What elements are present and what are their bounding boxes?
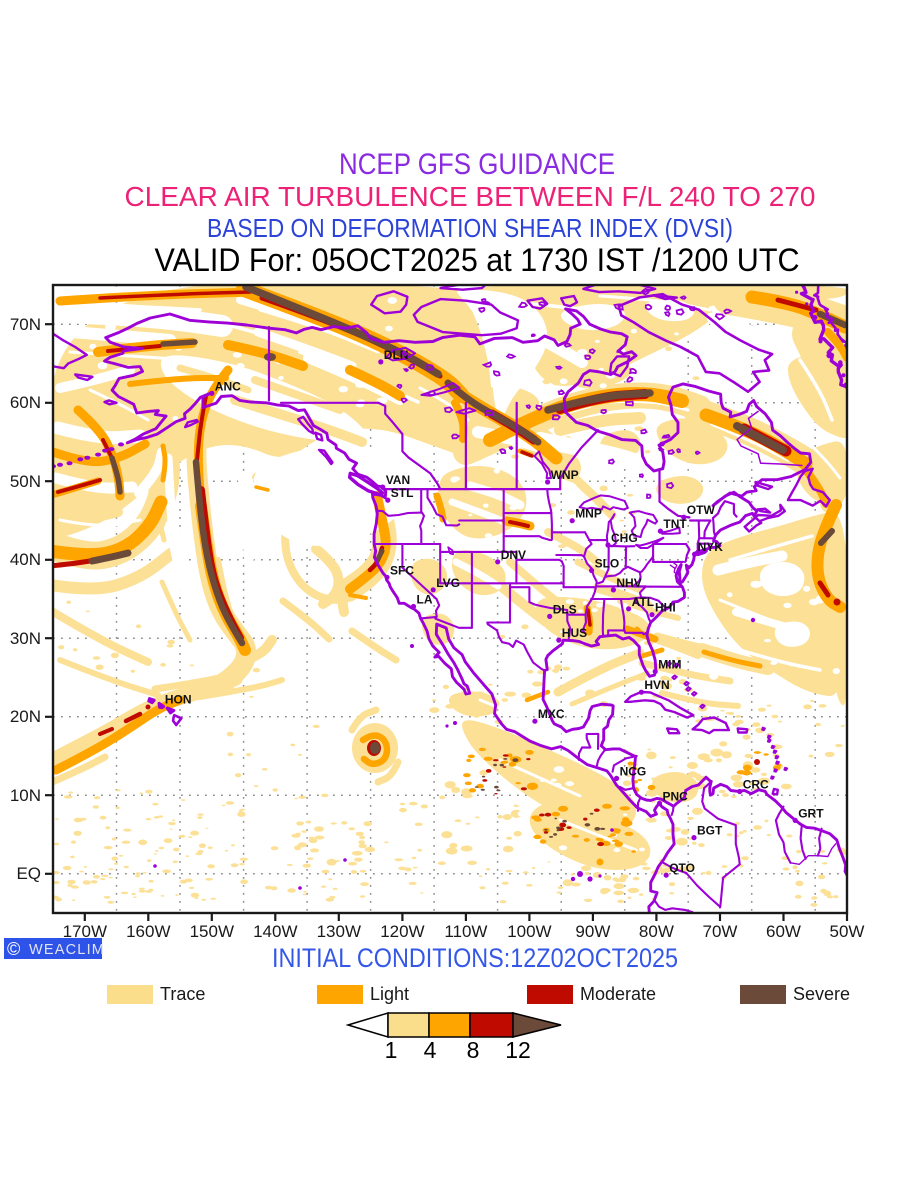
svg-text:SFC: SFC (390, 563, 414, 577)
svg-text:160W: 160W (126, 922, 170, 941)
svg-text:HUS: HUS (562, 626, 587, 640)
svg-text:80W: 80W (639, 922, 674, 941)
svg-text:OTW: OTW (687, 503, 716, 517)
svg-text:HHI: HHI (655, 601, 676, 615)
svg-text:140W: 140W (253, 922, 297, 941)
svg-text:50W: 50W (830, 922, 865, 941)
svg-text:50N: 50N (10, 472, 41, 491)
svg-text:Light: Light (370, 984, 409, 1004)
svg-text:SLO: SLO (595, 557, 620, 571)
svg-text:Trace: Trace (160, 984, 205, 1004)
svg-text:QTO: QTO (669, 861, 695, 875)
svg-text:EQ: EQ (16, 864, 41, 883)
svg-text:60N: 60N (10, 393, 41, 412)
svg-text:Severe: Severe (793, 984, 850, 1004)
svg-text:INITIAL CONDITIONS:12Z02OCT202: INITIAL CONDITIONS:12Z02OCT2025 (272, 943, 678, 973)
svg-text:DLS: DLS (553, 602, 577, 616)
svg-text:WEACLIM: WEACLIM (29, 942, 105, 958)
svg-text:1: 1 (385, 1037, 398, 1063)
svg-text:TNT: TNT (663, 517, 687, 531)
svg-text:NYK: NYK (698, 540, 724, 554)
svg-text:DNV: DNV (501, 548, 526, 562)
svg-text:120W: 120W (380, 922, 424, 941)
svg-text:©: © (7, 939, 20, 959)
svg-text:NCEP GFS GUIDANCE: NCEP GFS GUIDANCE (339, 148, 615, 181)
svg-text:60W: 60W (766, 922, 801, 941)
svg-text:40N: 40N (10, 550, 41, 569)
svg-text:Moderate: Moderate (580, 984, 656, 1004)
svg-text:70W: 70W (703, 922, 738, 941)
svg-text:BGT: BGT (697, 824, 723, 838)
svg-text:PNC: PNC (663, 789, 689, 803)
svg-text:130W: 130W (317, 922, 361, 941)
svg-text:20N: 20N (10, 707, 41, 726)
svg-text:ANC: ANC (215, 379, 241, 393)
svg-text:MIM: MIM (658, 658, 681, 672)
svg-text:NCG: NCG (620, 764, 647, 778)
svg-text:GRT: GRT (798, 806, 824, 820)
svg-text:170W: 170W (63, 922, 107, 941)
svg-text:100W: 100W (507, 922, 551, 941)
svg-text:30N: 30N (10, 629, 41, 648)
svg-text:CLEAR AIR TURBULENCE BETWEEN F: CLEAR AIR TURBULENCE BETWEEN F/L 240 TO … (125, 181, 816, 212)
svg-text:MNP: MNP (575, 507, 602, 521)
svg-text:LA: LA (417, 593, 433, 607)
svg-text:10N: 10N (10, 786, 41, 805)
svg-text:150W: 150W (190, 922, 234, 941)
svg-text:ATL: ATL (632, 595, 654, 609)
svg-text:70N: 70N (10, 315, 41, 334)
svg-text:MXC: MXC (538, 707, 565, 721)
svg-text:STL: STL (391, 486, 414, 500)
svg-text:4: 4 (424, 1037, 437, 1063)
svg-text:VALID For: 05OCT2025 at 1730 I: VALID For: 05OCT2025 at 1730 IST /1200 U… (155, 242, 800, 278)
svg-text:8: 8 (467, 1037, 480, 1063)
svg-text:HON: HON (165, 693, 192, 707)
svg-text:VAN: VAN (386, 473, 410, 487)
svg-text:BASED ON DEFORMATION SHEAR IND: BASED ON DEFORMATION SHEAR INDEX (DVSI) (207, 213, 733, 243)
svg-text:110W: 110W (444, 922, 487, 941)
svg-text:90W: 90W (575, 922, 610, 941)
svg-text:LVG: LVG (436, 576, 460, 590)
svg-text:CRC: CRC (743, 778, 769, 792)
svg-text:WNP: WNP (551, 468, 579, 482)
svg-text:NHV: NHV (616, 576, 641, 590)
svg-text:DLN: DLN (384, 348, 409, 362)
svg-text:12: 12 (505, 1037, 531, 1063)
svg-text:CHG: CHG (611, 531, 638, 545)
svg-text:HVN: HVN (644, 678, 669, 692)
